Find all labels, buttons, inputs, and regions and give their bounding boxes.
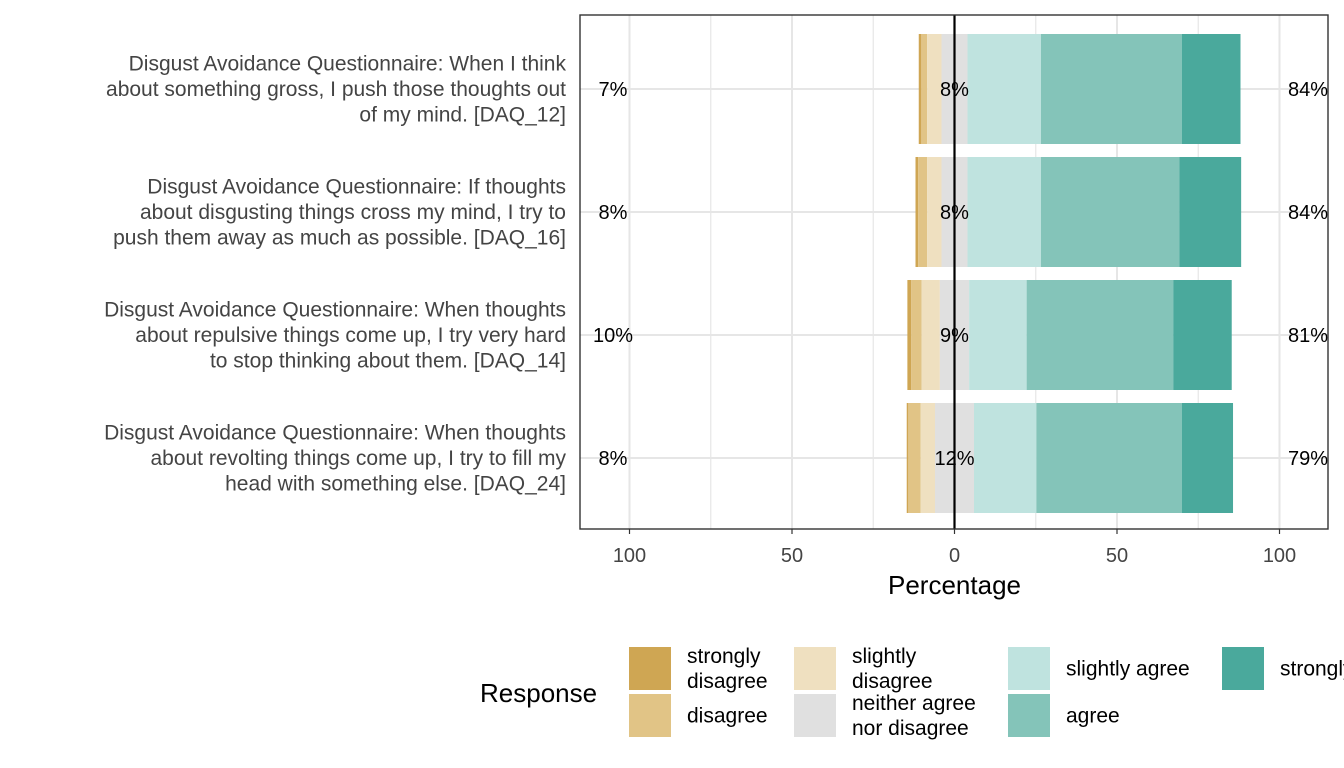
bar-segment-disagree: [908, 403, 921, 513]
bar-segment-agree: [1036, 403, 1182, 513]
bar-segment-strongly-disagree: [918, 34, 922, 144]
item-label-line: about disgusting things cross my mind, I…: [140, 201, 566, 224]
item-label-line: to stop thinking about them. [DAQ_14]: [210, 350, 566, 373]
bar-segment-disagree: [911, 280, 922, 390]
bar-segment-strongly-disagree: [907, 280, 912, 390]
bar-segment-slightly-disagree: [927, 157, 942, 267]
x-tick-label: 0: [949, 545, 960, 567]
right-percent-label: 81%: [1288, 325, 1328, 347]
bar-segment-slightly-agree: [967, 157, 1041, 267]
legend-title: Response: [480, 678, 597, 708]
item-label-line: of my mind. [DAQ_12]: [359, 104, 566, 127]
bar-segment-slightly-disagree: [920, 403, 935, 513]
bar-segment-strongly-agree: [1182, 34, 1241, 144]
center-percent-label: 12%: [934, 448, 974, 470]
legend-key-neutral: [794, 694, 836, 737]
legend-label: disagree: [852, 670, 933, 693]
bar-segment-strongly-disagree: [915, 157, 919, 267]
legend-label: agree: [1066, 705, 1120, 728]
bar-segment-strongly-disagree: [906, 403, 909, 513]
bar-segment-slightly-disagree: [921, 280, 940, 390]
item-label-line: about something gross, I push those thou…: [106, 78, 566, 101]
bar-segment-agree: [1040, 34, 1182, 144]
item-label-line: Disgust Avoidance Questionnaire: When I …: [129, 53, 567, 76]
bar-segment-disagree: [918, 157, 928, 267]
center-percent-label: 9%: [940, 325, 969, 347]
bar-segment-slightly-agree: [967, 34, 1041, 144]
bar-segment-slightly-disagree: [927, 34, 942, 144]
x-tick-label: 50: [1106, 545, 1128, 567]
x-tick-label: 100: [1263, 545, 1296, 567]
legend-key-slightly-agree: [1008, 647, 1050, 690]
right-percent-label: 84%: [1288, 79, 1328, 101]
bar-segment-strongly-agree: [1179, 157, 1242, 267]
legend-label: disagree: [687, 705, 768, 728]
left-percent-label: 8%: [599, 448, 628, 470]
x-axis-title: Percentage: [888, 570, 1021, 600]
right-percent-label: 79%: [1288, 448, 1328, 470]
item-label-line: Disgust Avoidance Questionnaire: If thou…: [147, 176, 566, 199]
bars: [906, 34, 1242, 513]
legend-key-agree: [1008, 694, 1050, 737]
x-axis-ticks: 100 50 0 50 100: [613, 529, 1296, 567]
x-tick-label: 50: [781, 545, 803, 567]
item-label-line: Disgust Avoidance Questionnaire: When th…: [104, 422, 566, 445]
bar-segment-slightly-agree: [969, 280, 1027, 390]
left-percent-label: 8%: [599, 202, 628, 224]
item-label-line: head with something else. [DAQ_24]: [225, 473, 566, 496]
percent-labels: 7% 8% 84% 8% 8% 84% 10% 9% 81% 8% 12% 79%: [593, 79, 1328, 470]
legend-key-strongly-agree: [1222, 647, 1264, 690]
legend: Response stronglydisagreedisagreeslightl…: [480, 645, 1344, 740]
bar-segment-strongly-agree: [1173, 280, 1232, 390]
right-percent-label: 84%: [1288, 202, 1328, 224]
legend-key-disagree: [629, 694, 671, 737]
item-label-line: Disgust Avoidance Questionnaire: When th…: [104, 299, 566, 322]
bar-segment-disagree: [921, 34, 928, 144]
legend-label: disagree: [687, 670, 768, 693]
item-label-line: about revolting things come up, I try to…: [150, 447, 566, 470]
left-percent-label: 7%: [599, 79, 628, 101]
legend-label: neither agree: [852, 692, 976, 715]
center-percent-label: 8%: [940, 79, 969, 101]
bar-segment-slightly-agree: [974, 403, 1037, 513]
legend-key-strongly-disagree: [629, 647, 671, 690]
center-percent-label: 8%: [940, 202, 969, 224]
item-label-line: about repulsive things come up, I try ve…: [135, 324, 566, 347]
y-axis-labels: Disgust Avoidance Questionnaire: When I …: [104, 53, 566, 496]
x-tick-label: 100: [613, 545, 646, 567]
bar-segment-agree: [1026, 280, 1174, 390]
item-label-line: push them away as much as possible. [DAQ…: [113, 227, 566, 250]
legend-key-slightly-disagree: [794, 647, 836, 690]
bar-segment-agree: [1040, 157, 1180, 267]
legend-label: slightly agree: [1066, 658, 1190, 681]
legend-label: strongly: [687, 645, 761, 668]
left-percent-label: 10%: [593, 325, 633, 347]
legend-label: nor disagree: [852, 717, 969, 740]
legend-label: slightly: [852, 645, 917, 668]
legend-label: strongly agree: [1280, 658, 1344, 681]
bar-segment-strongly-agree: [1182, 403, 1234, 513]
